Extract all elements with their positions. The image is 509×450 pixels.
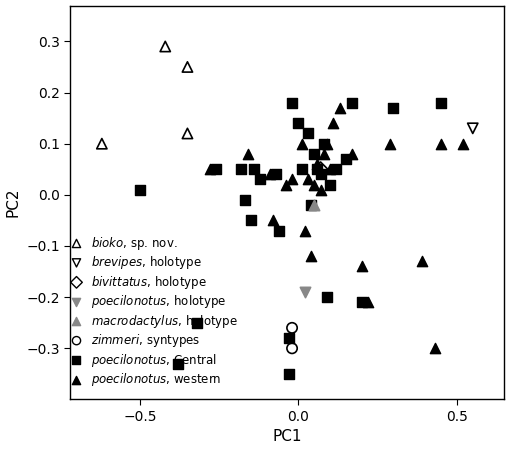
Text: $\it{brevipes}$, holotype: $\it{brevipes}$, holotype <box>91 254 201 271</box>
Text: $\it{poecilonotus}$, western: $\it{poecilonotus}$, western <box>91 371 221 388</box>
Point <box>319 140 327 147</box>
Point <box>335 104 343 112</box>
Point <box>325 166 333 173</box>
Point <box>98 140 106 147</box>
Text: $\it{poecilonotus}$, holotype: $\it{poecilonotus}$, holotype <box>91 293 225 310</box>
Point <box>240 196 248 203</box>
Point <box>306 202 315 209</box>
Y-axis label: PC2: PC2 <box>6 188 20 217</box>
Point <box>192 319 201 326</box>
Point <box>294 120 302 127</box>
Point <box>458 140 466 147</box>
Text: $\it{zimmeri}$, syntypes: $\it{zimmeri}$, syntypes <box>91 332 200 349</box>
Point <box>205 166 213 173</box>
Point <box>309 150 318 158</box>
Point <box>316 171 324 178</box>
Point <box>313 161 321 168</box>
Point <box>72 376 80 383</box>
Point <box>183 130 191 137</box>
Point <box>341 155 349 162</box>
Point <box>265 171 273 178</box>
Point <box>357 299 365 306</box>
Point <box>297 166 305 173</box>
Point <box>430 345 438 352</box>
Point <box>275 227 283 234</box>
Text: $\it{macrodactylus}$, holotype: $\it{macrodactylus}$, holotype <box>91 313 237 330</box>
Point <box>72 298 80 306</box>
Point <box>72 279 80 286</box>
Point <box>468 125 476 132</box>
Point <box>284 334 292 342</box>
Point <box>72 240 80 247</box>
Point <box>309 202 318 209</box>
Point <box>322 140 330 147</box>
Point <box>313 166 321 173</box>
Point <box>288 99 296 106</box>
Point <box>325 181 333 188</box>
Point <box>297 140 305 147</box>
Point <box>417 258 425 265</box>
Point <box>284 370 292 378</box>
Point <box>300 227 308 234</box>
Point <box>211 166 219 173</box>
Point <box>288 324 296 332</box>
Text: $\it{poecilonotus}$, Central: $\it{poecilonotus}$, Central <box>91 351 216 369</box>
Point <box>385 140 393 147</box>
Point <box>272 171 280 178</box>
Point <box>306 252 315 260</box>
Point <box>288 345 296 352</box>
Point <box>174 360 182 367</box>
Text: $\it{bioko}$, sp. nov.: $\it{bioko}$, sp. nov. <box>91 235 177 252</box>
Point <box>303 176 312 183</box>
Point <box>332 166 340 173</box>
Point <box>328 120 336 127</box>
Point <box>357 263 365 270</box>
Point <box>243 150 251 158</box>
Point <box>316 186 324 194</box>
Point <box>135 186 144 194</box>
Point <box>256 176 264 183</box>
Point <box>389 104 397 112</box>
Text: $\it{bivittatus}$, holotype: $\it{bivittatus}$, holotype <box>91 274 206 291</box>
Point <box>249 166 258 173</box>
Point <box>288 176 296 183</box>
Point <box>281 181 289 188</box>
Point <box>183 63 191 71</box>
Point <box>237 166 245 173</box>
Point <box>309 181 318 188</box>
Point <box>300 288 308 296</box>
Point <box>348 99 356 106</box>
Point <box>268 217 276 224</box>
Point <box>72 259 80 266</box>
Point <box>322 293 330 301</box>
Point <box>72 318 80 325</box>
X-axis label: PC1: PC1 <box>272 429 301 445</box>
Point <box>316 166 324 173</box>
Point <box>72 337 80 344</box>
Point <box>303 130 312 137</box>
Point <box>161 43 169 50</box>
Point <box>363 299 372 306</box>
Point <box>348 150 356 158</box>
Point <box>246 217 254 224</box>
Point <box>436 140 444 147</box>
Point <box>436 99 444 106</box>
Point <box>319 150 327 158</box>
Point <box>72 356 80 364</box>
